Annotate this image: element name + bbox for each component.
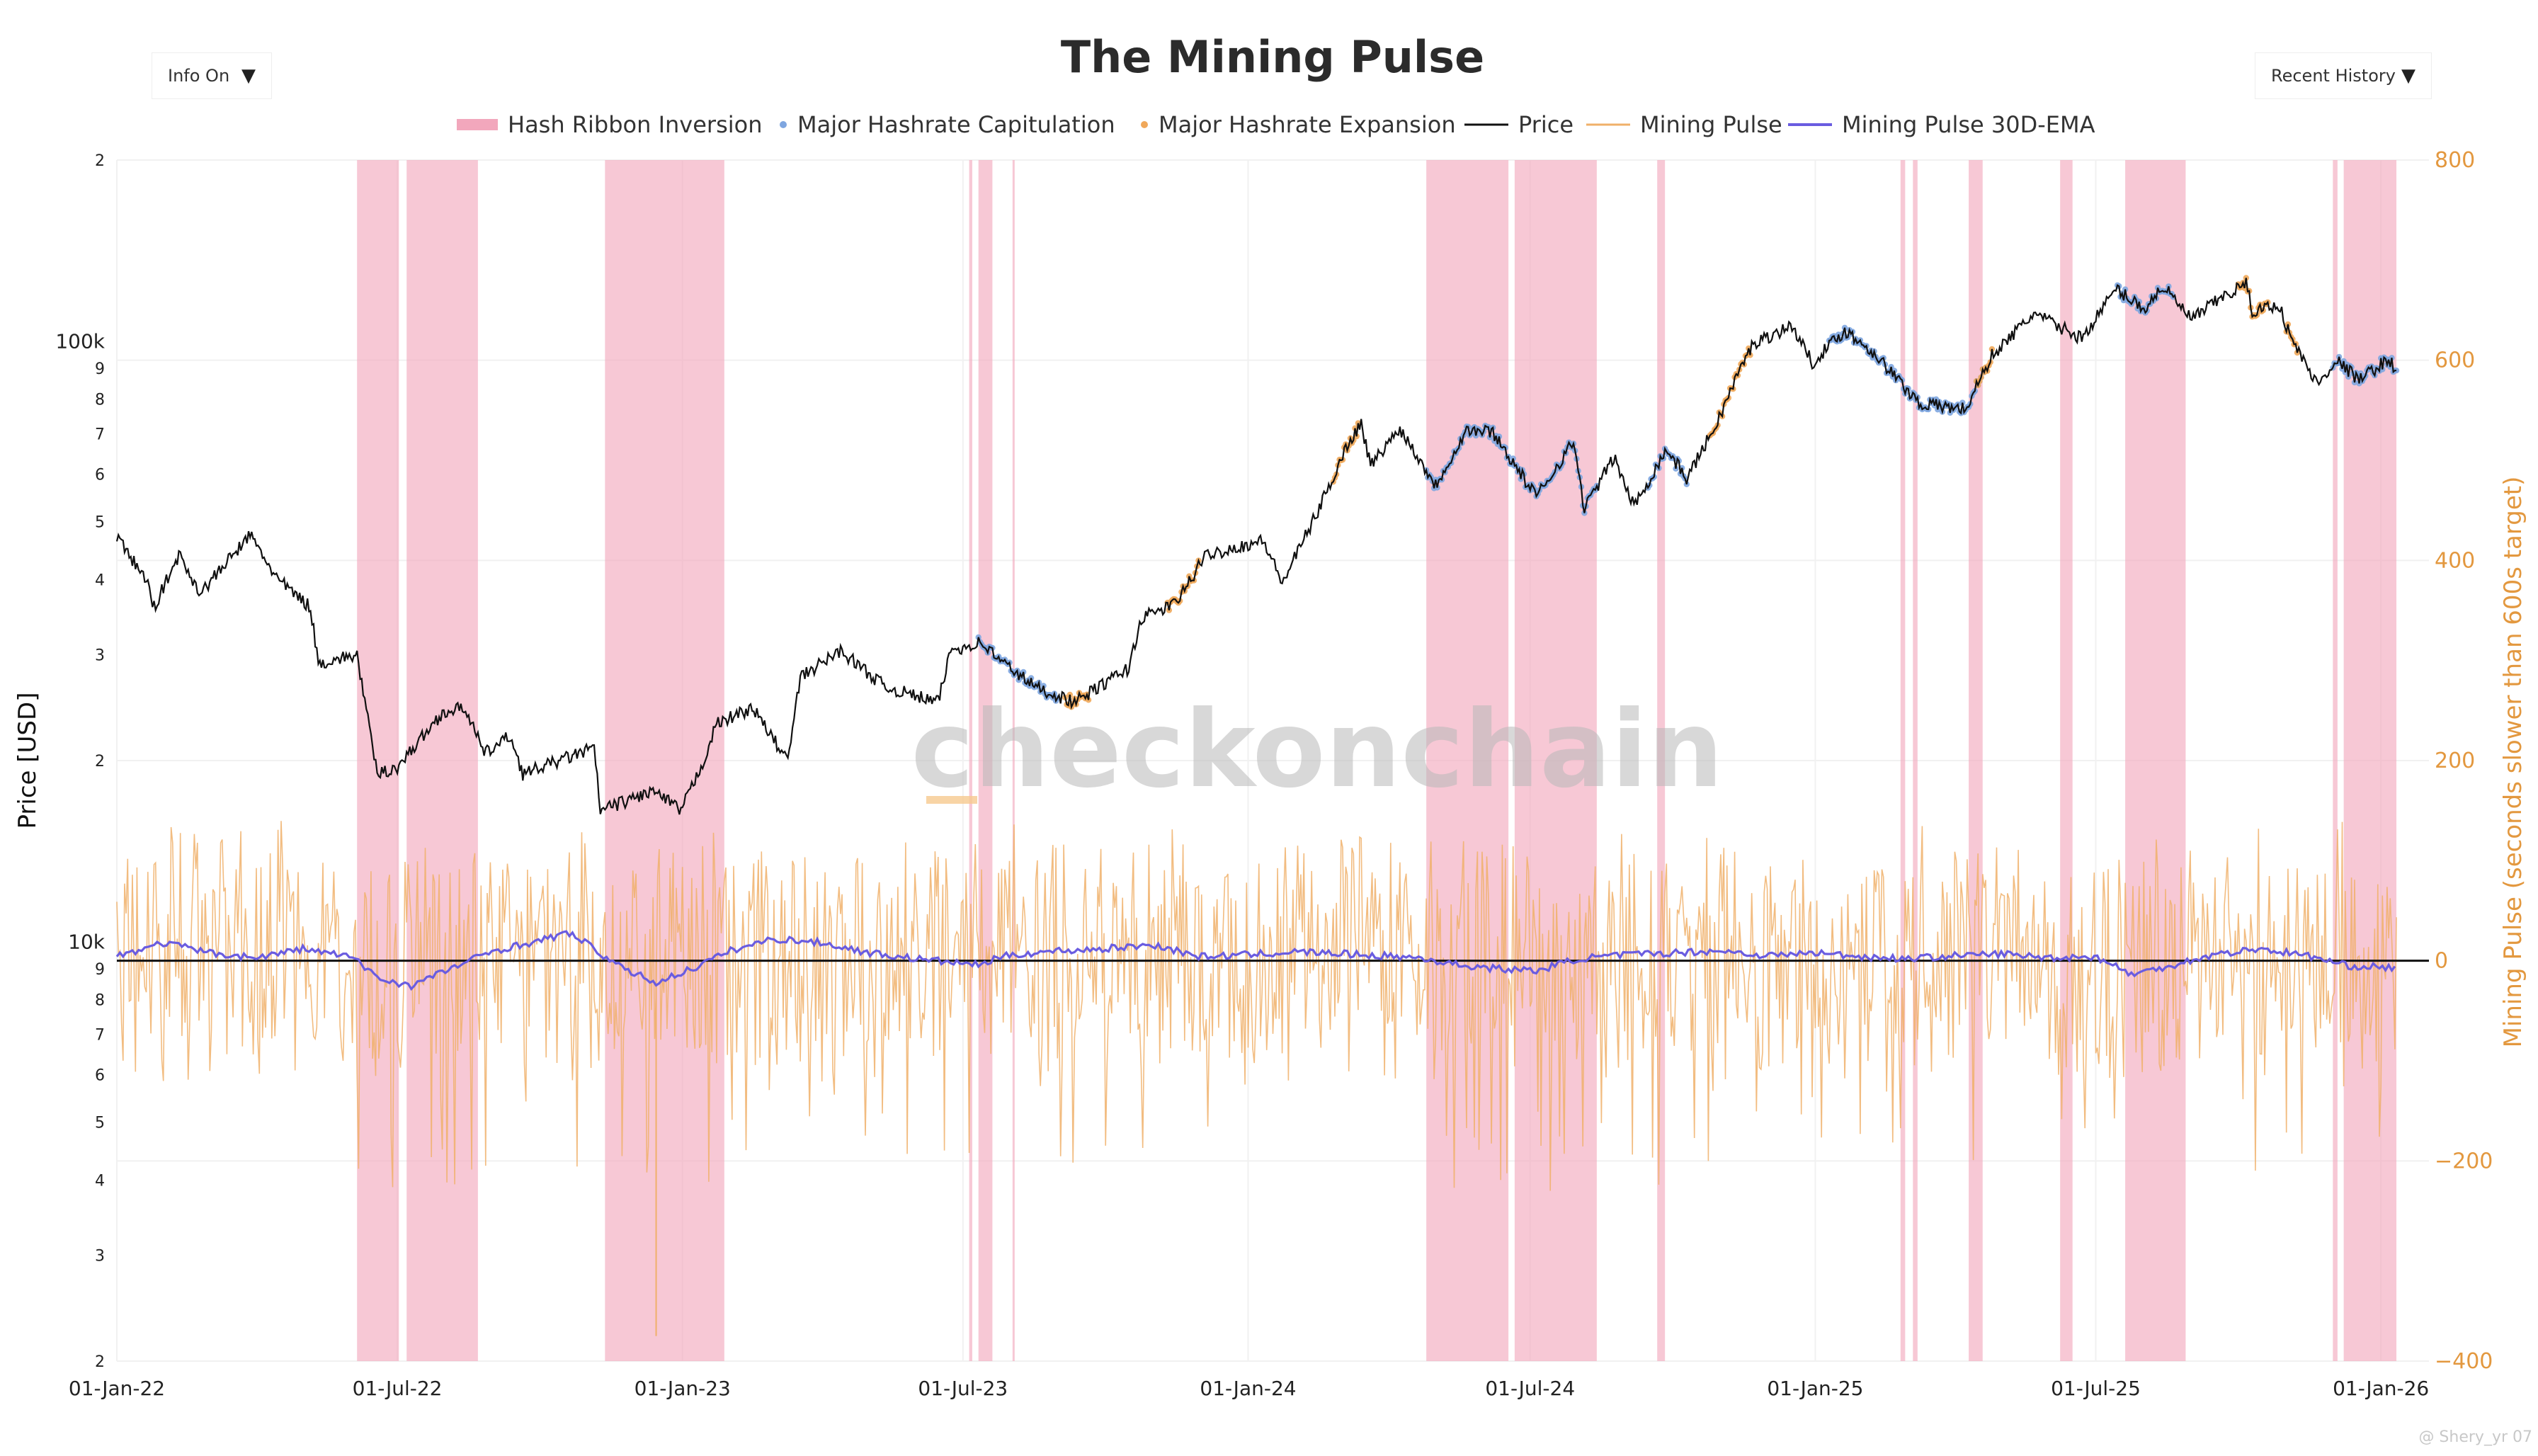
y-left-tick-label: 5 [95, 1115, 105, 1132]
y-axis-left: 2 3 4 5 6 7 8 9 10k 2 3 4 5 6 7 8 9 100k 2 [55, 152, 105, 1371]
range-dropdown[interactable]: Recent History ▼ [2255, 52, 2432, 99]
chart-title: The Mining Pulse [1061, 31, 1484, 83]
legend-swatch-hash-ribbon-inversion [457, 119, 498, 130]
y-left-tick-label: 3 [95, 1248, 105, 1266]
mining-pulse-line [116, 821, 2397, 1191]
y-axis-left-title: Price [USD] [13, 693, 42, 829]
watermark-text: checkonchain [911, 688, 1723, 812]
ema-series [115, 930, 2396, 991]
y-left-tick-label: 9 [95, 961, 105, 979]
price-line [115, 278, 2396, 815]
hash-ribbon-band [1969, 160, 1983, 1361]
chevron-down-icon: ▼ [241, 65, 256, 86]
credit-text: @ Shery_yr 07 [2418, 1428, 2532, 1446]
y-left-tick-label: 8 [95, 991, 105, 1009]
y-left-tick-label: 4 [95, 572, 105, 590]
x-axis: 01-Jan-22 01-Jul-22 01-Jan-23 01-Jul-23 01-J… [69, 1377, 2429, 1400]
x-tick-label: 01-Jul-25 [2051, 1377, 2141, 1400]
hash-ribbon-band [2343, 160, 2397, 1361]
x-tick-label: 01-Jul-24 [1485, 1377, 1575, 1400]
x-tick-label: 01-Jan-23 [634, 1377, 731, 1400]
y-left-tick-label: 100k [55, 329, 105, 353]
hash-ribbon-bands [357, 160, 2397, 1361]
x-tick-label: 01-Jan-22 [69, 1377, 165, 1400]
y-right-tick-label: 800 [2435, 148, 2475, 173]
hash-ribbon-band [1426, 160, 1509, 1361]
hash-ribbon-band [1012, 160, 1015, 1361]
y-right-tick-label: 0 [2435, 949, 2448, 974]
y-right-tick-label: 400 [2435, 548, 2475, 573]
hash-ribbon-band [605, 160, 724, 1361]
hash-ribbon-band [2333, 160, 2338, 1361]
y-right-tick-label: −400 [2435, 1349, 2493, 1374]
y-right-tick-label: 200 [2435, 749, 2475, 773]
y-right-tick-label: 600 [2435, 348, 2475, 373]
y-left-tick-label: 7 [95, 426, 105, 444]
y-right-tick-label: −200 [2435, 1149, 2493, 1173]
range-dropdown-label: Recent History [2271, 66, 2396, 86]
hash-ribbon-band [2125, 160, 2186, 1361]
x-tick-label: 01-Jul-23 [918, 1377, 1008, 1400]
y-left-tick-label: 8 [95, 391, 105, 409]
y-axis-right: 800 600 400 200 0 −200 −400 [2435, 148, 2493, 1374]
legend-label-hash-ribbon-inversion: Hash Ribbon Inversion [508, 111, 763, 138]
hash-ribbon-band [1900, 160, 1906, 1361]
y-left-tick-label: 3 [95, 647, 105, 665]
mining-pulse-series [116, 821, 2397, 1336]
y-left-tick-label: 2 [95, 152, 105, 170]
watermark: checkonchain [911, 688, 1723, 812]
x-tick-label: 01-Jan-26 [2333, 1377, 2429, 1400]
legend-swatch-major-hashrate-capitulation [780, 121, 787, 128]
x-tick-label: 01-Jan-24 [1200, 1377, 1296, 1400]
info-toggle-label: Info On [168, 66, 230, 86]
legend-label-price: Price [1518, 111, 1574, 138]
legend: Hash Ribbon Inversion Major Hashrate Capi… [457, 111, 2095, 138]
y-left-tick-label: 2 [95, 1353, 105, 1371]
y-left-tick-label: 4 [95, 1173, 105, 1190]
y-left-tick-label: 2 [95, 753, 105, 770]
y-left-tick-label: 9 [95, 360, 105, 378]
hash-ribbon-band [978, 160, 993, 1361]
y-left-tick-label: 7 [95, 1027, 105, 1045]
legend-label-major-hashrate-capitulation: Major Hashrate Capitulation [797, 111, 1115, 138]
hash-ribbon-band [1657, 160, 1666, 1361]
y-left-tick-label: 6 [95, 466, 105, 484]
y-left-tick-label: 6 [95, 1067, 105, 1084]
watermark-dash [926, 796, 977, 804]
hash-ribbon-band [969, 160, 972, 1361]
y-axis-right-title: Mining Pulse (seconds slower than 600s t… [2499, 477, 2527, 1048]
ema-line [115, 930, 2396, 991]
legend-label-mining-pulse: Mining Pulse [1640, 111, 1782, 138]
hash-ribbon-band [1514, 160, 1597, 1361]
legend-label-mining-pulse-30d-ema: Mining Pulse 30D-EMA [1842, 111, 2095, 138]
legend-swatch-major-hashrate-expansion [1141, 121, 1148, 128]
hash-ribbon-band [406, 160, 478, 1361]
legend-label-major-hashrate-expansion: Major Hashrate Expansion [1159, 111, 1456, 138]
y-left-tick-label: 10k [68, 930, 106, 953]
x-tick-label: 01-Jul-22 [353, 1377, 443, 1400]
y-left-tick-label: 5 [95, 514, 105, 532]
hash-ribbon-band [2060, 160, 2073, 1361]
hash-ribbon-band [1913, 160, 1918, 1361]
price-series [115, 278, 2396, 815]
x-tick-label: 01-Jan-25 [1767, 1377, 1863, 1400]
info-toggle-dropdown[interactable]: Info On ▼ [152, 52, 272, 99]
chevron-down-icon: ▼ [2401, 65, 2415, 86]
